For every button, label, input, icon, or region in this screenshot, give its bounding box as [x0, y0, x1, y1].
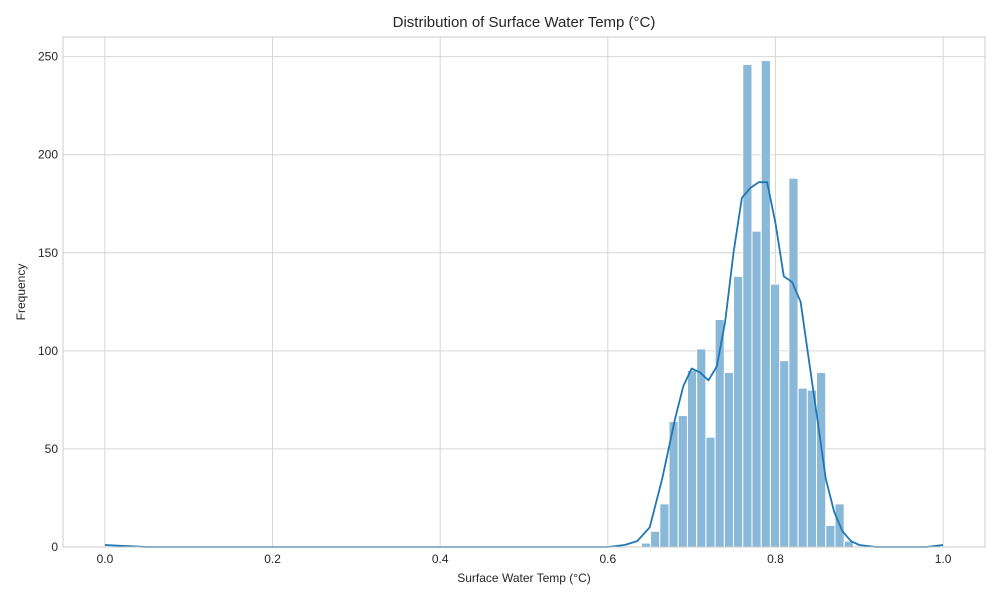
- x-tick-label: 1.0: [935, 552, 952, 566]
- histogram-bar: [651, 531, 660, 547]
- y-tick-label: 150: [38, 246, 58, 260]
- histogram-bar: [789, 178, 798, 547]
- y-tick-label: 0: [51, 540, 58, 554]
- histogram-bar: [761, 61, 770, 547]
- y-tick-label: 50: [45, 442, 59, 456]
- y-tick-label: 200: [38, 148, 58, 162]
- histogram-bar: [734, 276, 743, 547]
- x-axis-ticks: 0.0 0.2 0.4 0.6 0.8 1.0: [97, 552, 952, 566]
- chart-title: Distribution of Surface Water Temp (°C): [393, 14, 656, 31]
- histogram-bar: [641, 543, 650, 547]
- histogram-bar: [678, 416, 687, 547]
- x-tick-label: 0.0: [97, 552, 114, 566]
- histogram-bar: [826, 525, 835, 547]
- histogram-bar: [706, 437, 715, 547]
- histogram-bar: [807, 390, 816, 547]
- grid: [63, 37, 985, 547]
- histogram-bar: [697, 349, 706, 547]
- histogram-bar: [687, 370, 696, 547]
- x-tick-label: 0.4: [432, 552, 449, 566]
- histogram-bar: [660, 504, 669, 547]
- bars: [641, 61, 853, 547]
- histogram-bar: [817, 372, 826, 547]
- y-axis-label: Frequency: [14, 264, 28, 321]
- histogram-bar: [752, 231, 761, 547]
- x-tick-label: 0.6: [599, 552, 616, 566]
- y-axis-ticks: 0 50 100 150 200 250: [38, 50, 58, 554]
- x-axis-label: Surface Water Temp (°C): [457, 571, 591, 585]
- histogram-bar: [724, 372, 733, 547]
- histogram-bar: [743, 64, 752, 547]
- plot-frame: [63, 37, 985, 547]
- y-tick-label: 250: [38, 50, 58, 64]
- x-tick-label: 0.8: [767, 552, 784, 566]
- histogram-bar: [780, 361, 789, 547]
- histogram-bar: [770, 284, 779, 547]
- y-tick-label: 100: [38, 344, 58, 358]
- histogram-bar: [798, 388, 807, 547]
- x-tick-label: 0.2: [264, 552, 281, 566]
